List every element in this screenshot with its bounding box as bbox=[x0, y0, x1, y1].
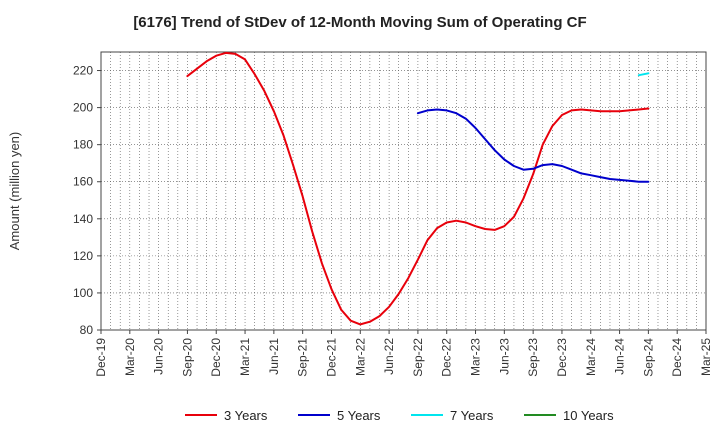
y-tick-label: 180 bbox=[73, 138, 93, 152]
y-tick-label: 100 bbox=[73, 286, 93, 300]
y-tick-label: 160 bbox=[73, 175, 93, 189]
x-tick-label: Sep-21 bbox=[296, 338, 310, 377]
x-tick-label: Dec-20 bbox=[209, 338, 223, 377]
x-tick-label: Mar-20 bbox=[123, 338, 137, 376]
series-line-7-years bbox=[637, 72, 650, 77]
series-layer bbox=[186, 51, 650, 326]
y-tick-label: 220 bbox=[73, 64, 93, 78]
x-tick-label: Sep-20 bbox=[180, 338, 194, 377]
x-tick-label: Jun-22 bbox=[382, 338, 396, 375]
x-tick-label: Jun-21 bbox=[267, 338, 281, 375]
x-tick-label: Sep-24 bbox=[641, 338, 655, 377]
y-tick-label: 200 bbox=[73, 101, 93, 115]
x-tick-label: Jun-24 bbox=[613, 338, 627, 375]
y-tick-labels: 80 100 120 140 160 180 200 220 bbox=[73, 64, 101, 337]
x-tick-label: Mar-22 bbox=[353, 338, 367, 376]
x-tick-label: Mar-23 bbox=[469, 338, 483, 376]
x-tick-label: Dec-24 bbox=[670, 338, 684, 377]
y-tick-label: 80 bbox=[80, 323, 94, 337]
y-tick-label: 120 bbox=[73, 249, 93, 263]
x-tick-label: Dec-19 bbox=[94, 338, 108, 377]
legend-label: 7 Years bbox=[450, 408, 494, 423]
chart-title: [6176] Trend of StDev of 12-Month Moving… bbox=[133, 14, 587, 31]
series-line-3-years bbox=[186, 51, 650, 326]
legend: 3 Years 5 Years 7 Years 10 Years bbox=[185, 408, 614, 423]
x-tick-label: Sep-22 bbox=[411, 338, 425, 377]
x-tick-label: Mar-21 bbox=[238, 338, 252, 376]
grid-layer bbox=[100, 52, 707, 331]
x-tick-label: Jun-23 bbox=[497, 338, 511, 375]
series-line-5-years bbox=[416, 108, 650, 183]
legend-label: 3 Years bbox=[224, 408, 268, 423]
x-tick-labels: Dec-19 Mar-20 Jun-20 Sep-20 Dec-20 Mar-21 Jun-… bbox=[94, 330, 713, 377]
plot-frame bbox=[100, 51, 707, 331]
x-tick-label: Dec-22 bbox=[440, 338, 454, 377]
x-tick-label: Jun-20 bbox=[152, 338, 166, 375]
x-tick-label: Sep-23 bbox=[526, 338, 540, 377]
y-axis-title: Amount (million yen) bbox=[7, 132, 22, 251]
x-tick-label: Dec-21 bbox=[324, 338, 338, 377]
x-tick-label: Dec-23 bbox=[555, 338, 569, 377]
x-tick-label: Mar-24 bbox=[584, 338, 598, 376]
legend-label: 5 Years bbox=[337, 408, 381, 423]
y-tick-label: 140 bbox=[73, 212, 93, 226]
x-tick-label: Mar-25 bbox=[699, 338, 713, 376]
legend-label: 10 Years bbox=[563, 408, 614, 423]
